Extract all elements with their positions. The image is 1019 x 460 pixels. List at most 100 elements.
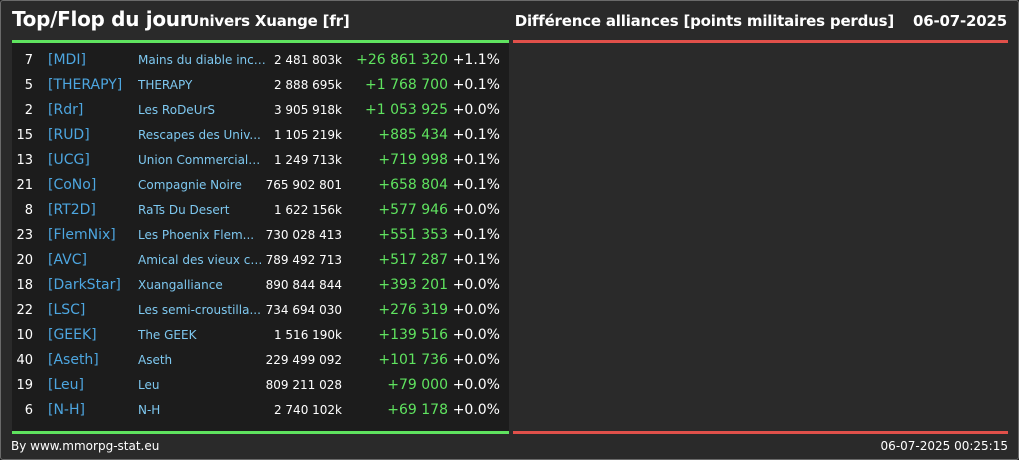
alliance-tag-link[interactable]: [FlemNix] xyxy=(48,227,116,243)
points-cell: 1 249 713k xyxy=(273,153,342,167)
percent-cell: +0.0% xyxy=(452,277,500,293)
alliance-name-link[interactable]: Les RoDeUrS xyxy=(138,103,216,117)
percent-cell: +0.1% xyxy=(452,77,500,93)
points-cell: 2 740 102k xyxy=(273,403,342,417)
points-cell: 789 492 713 xyxy=(265,253,342,267)
diff-cell: +393 201 xyxy=(378,277,448,293)
header-right: Différence alliances [points militaires … xyxy=(515,12,1007,30)
alliance-tag-link[interactable]: [RT2D] xyxy=(48,202,96,218)
alliance-tag-link[interactable]: [UCG] xyxy=(48,152,90,168)
diff-cell: +276 319 xyxy=(378,302,448,318)
alliance-name-link[interactable]: Union Commerciale... xyxy=(138,153,266,167)
points-cell: 765 902 801 xyxy=(265,178,342,192)
table-row: 13 [UCG] Union Commerciale... 1 249 713k +71… xyxy=(12,148,509,173)
header: Top/Flop du jour Univers Xuange [fr] Dif… xyxy=(1,1,1018,41)
alliance-name-link[interactable]: Compagnie Noire xyxy=(138,178,242,192)
rank-cell: 7 xyxy=(24,53,33,68)
points-cell: 730 028 413 xyxy=(265,228,342,242)
points-cell: 1 516 190k xyxy=(273,328,342,342)
table-row: 15 [RUD] Rescapes des Univ... 1 105 219k +88… xyxy=(12,123,509,148)
percent-cell: +0.1% xyxy=(452,252,500,268)
header-date: 06-07-2025 xyxy=(913,12,1007,30)
alliance-name-link[interactable]: RaTs Du Desert xyxy=(138,203,230,217)
alliance-tag-link[interactable]: [CoNo] xyxy=(48,177,97,193)
rank-cell: 23 xyxy=(16,228,33,243)
alliance-name-link[interactable]: Les semi-croustilla... xyxy=(138,303,261,317)
alliance-tag-link[interactable]: [Leu] xyxy=(48,377,84,393)
percent-cell: +0.1% xyxy=(452,152,500,168)
bottom-divider-red xyxy=(513,431,1008,434)
diff-cell: +79 000 xyxy=(387,377,448,393)
table-row: 19 [Leu] Leu 809 211 028 +79 000 +0.0% xyxy=(12,373,509,398)
alliance-tag-link[interactable]: [MDI] xyxy=(48,52,86,68)
rank-cell: 8 xyxy=(24,203,33,218)
alliance-tag-link[interactable]: [THERAPY] xyxy=(48,77,123,93)
diff-cell: +719 998 xyxy=(378,152,448,168)
percent-cell: +0.0% xyxy=(452,102,500,118)
diff-cell: +1 053 925 xyxy=(365,102,448,118)
diff-cell: +1 768 700 xyxy=(365,77,448,93)
alliance-name-link[interactable]: Leu xyxy=(138,378,160,392)
points-cell: 809 211 028 xyxy=(265,378,342,392)
alliance-tag-link[interactable]: [Rdr] xyxy=(48,102,84,118)
rank-cell: 19 xyxy=(16,378,33,393)
points-cell: 2 888 695k xyxy=(273,78,342,92)
table-row: 18 [DarkStar] Xuangalliance 890 844 844 +393… xyxy=(12,273,509,298)
diff-cell: +658 804 xyxy=(378,177,448,193)
universe-label: Univers Xuange [fr] xyxy=(187,12,350,30)
table-row: 5 [THERAPY] THERAPY 2 888 695k +1 768 700 +0.… xyxy=(12,73,509,98)
rank-cell: 2 xyxy=(24,103,33,118)
alliance-tag-link[interactable]: [GEEK] xyxy=(48,327,97,343)
top-list-panel: 7 [MDI] Mains du diable inco... 2 481 803k +… xyxy=(12,43,509,431)
alliance-tag-link[interactable]: [LSC] xyxy=(48,302,86,318)
alliance-tag-link[interactable]: [AVC] xyxy=(48,252,87,268)
alliance-name-link[interactable]: Xuangalliance xyxy=(138,278,223,292)
alliance-tag-link[interactable]: [DarkStar] xyxy=(48,277,121,293)
alliance-tag-link[interactable]: [Aseth] xyxy=(48,352,99,368)
points-cell: 229 499 092 xyxy=(265,353,342,367)
diff-cell: +139 516 xyxy=(378,327,448,343)
diff-cell: +517 287 xyxy=(378,252,448,268)
rank-cell: 22 xyxy=(16,303,33,318)
alliance-name-link[interactable]: THERAPY xyxy=(138,78,193,92)
alliance-name-link[interactable]: Les Phoenix Flem... xyxy=(138,228,255,242)
rank-cell: 21 xyxy=(16,178,33,193)
alliance-tag-link[interactable]: [RUD] xyxy=(48,127,90,143)
table-row: 2 [Rdr] Les RoDeUrS 3 905 918k +1 053 925 +0.… xyxy=(12,98,509,123)
rank-cell: 15 xyxy=(16,128,33,143)
percent-cell: +0.0% xyxy=(452,377,500,393)
points-cell: 1 622 156k xyxy=(273,203,342,217)
footer-credit: By www.mmorpg-stat.eu xyxy=(11,439,160,453)
table-row: 22 [LSC] Les semi-croustilla... 734 694 030… xyxy=(12,298,509,323)
alliance-name-link[interactable]: Amical des vieux co... xyxy=(138,253,266,267)
alliance-name-link[interactable]: N-H xyxy=(138,403,161,417)
points-cell: 1 105 219k xyxy=(273,128,342,142)
points-cell: 890 844 844 xyxy=(265,278,342,292)
percent-cell: +0.1% xyxy=(452,177,500,193)
rank-cell: 13 xyxy=(16,153,33,168)
diff-cell: +577 946 xyxy=(378,202,448,218)
table-row: 20 [AVC] Amical des vieux co... 789 492 713… xyxy=(12,248,509,273)
percent-cell: +0.0% xyxy=(452,352,500,368)
table-row: 6 [N-H] N-H 2 740 102k +69 178 +0.0% xyxy=(12,398,509,423)
alliance-name-link[interactable]: Rescapes des Univ... xyxy=(138,128,261,142)
alliance-name-link[interactable]: Aseth xyxy=(138,353,173,367)
alliance-name-link[interactable]: Mains du diable inco... xyxy=(138,53,266,67)
table-row: 23 [FlemNix] Les Phoenix Flem... 730 028 41… xyxy=(12,223,509,248)
table-row: 7 [MDI] Mains du diable inco... 2 481 803k +… xyxy=(12,48,509,73)
percent-cell: +0.0% xyxy=(452,402,500,418)
alliance-tag-link[interactable]: [N-H] xyxy=(48,402,85,418)
percent-cell: +0.1% xyxy=(452,127,500,143)
diff-cell: +885 434 xyxy=(378,127,448,143)
rank-cell: 5 xyxy=(24,78,33,93)
diff-cell: +551 353 xyxy=(378,227,448,243)
page-title: Top/Flop du jour xyxy=(12,7,190,31)
category-label: Différence alliances [points militaires … xyxy=(514,12,895,30)
table-row: 8 [RT2D] RaTs Du Desert 1 622 156k +577 946 +… xyxy=(12,198,509,223)
table-row: 21 [CoNo] Compagnie Noire 765 902 801 +658 8… xyxy=(12,173,509,198)
points-cell: 3 905 918k xyxy=(273,103,342,117)
rank-cell: 20 xyxy=(16,253,33,268)
alliance-name-link[interactable]: The GEEK xyxy=(138,328,197,342)
rank-cell: 40 xyxy=(16,353,33,368)
